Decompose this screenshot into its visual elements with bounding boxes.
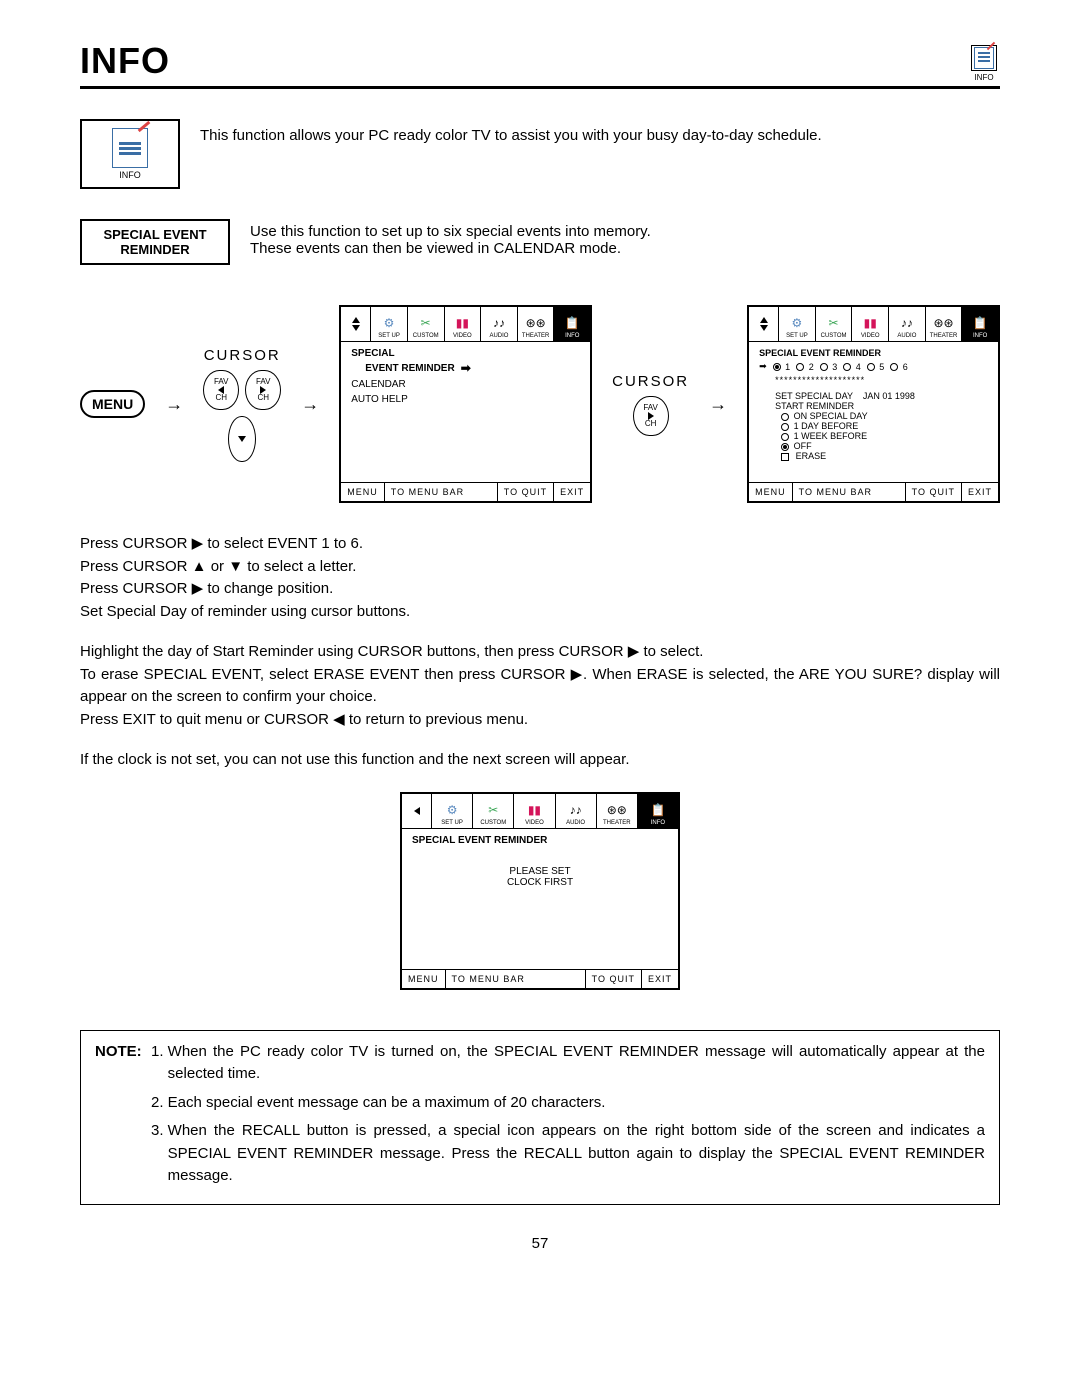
event-radio[interactable] <box>820 363 828 371</box>
audio-icon: ♪♪ <box>897 314 917 332</box>
arrow-icon: → <box>301 394 319 415</box>
menu-tab-video[interactable]: ▮▮VIDEO <box>514 794 555 828</box>
event-radio[interactable] <box>843 363 851 371</box>
nav-up-down[interactable] <box>749 307 779 341</box>
menu-tab-audio[interactable]: ♪♪AUDIO <box>889 307 926 341</box>
menu-tab-audio[interactable]: ♪♪AUDIO <box>556 794 597 828</box>
note-item: When the PC ready color TV is turned on,… <box>168 1041 985 1086</box>
diagram-row: MENU → CURSOR FAV CH FAV CH → <box>80 305 1000 503</box>
info-icon-large: INFO <box>80 119 180 189</box>
dpad-right[interactable]: FAV CH <box>245 370 281 410</box>
instructions: Press CURSOR ▶ to select EVENT 1 to 6.Pr… <box>80 533 1000 772</box>
dpad-down[interactable] <box>228 416 256 462</box>
cursor-label: CURSOR <box>612 373 689 390</box>
menu-tab-custom[interactable]: ✂CUSTOM <box>408 307 445 341</box>
audio-icon: ♪♪ <box>489 314 509 332</box>
nav-left[interactable] <box>402 794 432 828</box>
intro-text: This function allows your PC ready color… <box>200 119 822 144</box>
screen-1: ⚙SET UP✂CUSTOM▮▮VIDEO♪♪AUDIO⊛⊛THEATER📋IN… <box>339 305 592 503</box>
menu-item[interactable]: EVENT REMINDER ➡ <box>351 359 580 377</box>
note-label: NOTE: <box>95 1041 142 1194</box>
screen-3: ⚙SET UP✂CUSTOM▮▮VIDEO♪♪AUDIO⊛⊛THEATER📋IN… <box>400 792 680 990</box>
note-item: When the RECALL button is pressed, a spe… <box>168 1120 985 1188</box>
menu-tab-theater[interactable]: ⊛⊛THEATER <box>518 307 555 341</box>
dpad-right-2[interactable]: FAV CH <box>633 396 669 436</box>
page-number: 57 <box>80 1235 1000 1252</box>
note-box: NOTE: When the PC ready color TV is turn… <box>80 1030 1000 1205</box>
page-title: INFO <box>80 40 170 82</box>
menu-tab-custom[interactable]: ✂CUSTOM <box>473 794 514 828</box>
reminder-option[interactable]: OFF <box>775 441 988 451</box>
reminder-option[interactable]: ERASE <box>775 451 988 461</box>
audio-icon: ♪♪ <box>566 801 586 819</box>
event-radio[interactable] <box>773 363 781 371</box>
dpad-left[interactable]: FAV CH <box>203 370 239 410</box>
event-radio[interactable] <box>796 363 804 371</box>
menu-button[interactable]: MENU <box>80 390 145 418</box>
menu-item[interactable]: AUTO HELP <box>351 392 580 407</box>
theater-icon: ⊛⊛ <box>934 314 954 332</box>
note-item: Each special event message can be a maxi… <box>168 1092 985 1115</box>
section-label: SPECIAL EVENT REMINDER <box>80 219 230 265</box>
menu-tab-theater[interactable]: ⊛⊛THEATER <box>597 794 638 828</box>
menu-tab-audio[interactable]: ♪♪AUDIO <box>481 307 518 341</box>
menu-bar: ⚙SET UP✂CUSTOM▮▮VIDEO♪♪AUDIO⊛⊛THEATER📋IN… <box>402 794 678 829</box>
menu-tab-info[interactable]: 📋INFO <box>638 794 678 828</box>
screen-body: SPECIAL EVENT REMINDER PLEASE SET CLOCK … <box>402 829 678 969</box>
custom-icon: ✂ <box>824 314 844 332</box>
event-radio[interactable] <box>890 363 898 371</box>
screen-footer: MENU TO MENU BAR TO QUIT EXIT <box>341 482 590 501</box>
video-icon: ▮▮ <box>524 801 544 819</box>
video-icon: ▮▮ <box>860 314 880 332</box>
section-text: Use this function to set up to six speci… <box>250 219 651 257</box>
info-icon: 📋 <box>648 801 668 819</box>
menu-tab-custom[interactable]: ✂CUSTOM <box>816 307 853 341</box>
menu-item[interactable]: CALENDAR <box>351 377 580 392</box>
custom-icon: ✂ <box>416 314 436 332</box>
menu-tab-video[interactable]: ▮▮VIDEO <box>445 307 482 341</box>
menu-tab-setup[interactable]: ⚙SET UP <box>371 307 408 341</box>
arrow-icon: → <box>165 394 183 415</box>
header-icon-label: INFO <box>968 73 1000 82</box>
intro-row: INFO This function allows your PC ready … <box>80 119 1000 189</box>
center-screen-row: ⚙SET UP✂CUSTOM▮▮VIDEO♪♪AUDIO⊛⊛THEATER📋IN… <box>80 792 1000 990</box>
screen-2: ⚙SET UP✂CUSTOM▮▮VIDEO♪♪AUDIO⊛⊛THEATER📋IN… <box>747 305 1000 503</box>
setup-icon: ⚙ <box>787 314 807 332</box>
cursor-block-2: CURSOR FAV CH <box>612 373 689 436</box>
event-radio[interactable] <box>867 363 875 371</box>
setup-icon: ⚙ <box>442 801 462 819</box>
info-icon: 📋 <box>970 314 990 332</box>
theater-icon: ⊛⊛ <box>607 801 627 819</box>
reminder-option[interactable]: ON SPECIAL DAY <box>775 411 988 421</box>
nav-up-down[interactable] <box>341 307 371 341</box>
cursor-block-1: CURSOR FAV CH FAV CH <box>203 347 281 462</box>
menu-bar: ⚙SET UP✂CUSTOM▮▮VIDEO♪♪AUDIO⊛⊛THEATER📋IN… <box>749 307 998 342</box>
screen-footer: MENU TO MENU BAR TO QUIT EXIT <box>749 482 998 501</box>
info-icon-large-label: INFO <box>119 170 141 180</box>
menu-tab-theater[interactable]: ⊛⊛THEATER <box>926 307 963 341</box>
arrow-icon: → <box>709 394 727 415</box>
menu-tab-video[interactable]: ▮▮VIDEO <box>852 307 889 341</box>
reminder-option[interactable]: 1 DAY BEFORE <box>775 421 988 431</box>
cursor-label: CURSOR <box>204 347 281 364</box>
menu-tab-setup[interactable]: ⚙SET UP <box>779 307 816 341</box>
screen-body: SPECIAL EVENT REMINDER ➡ CALENDARAUTO HE… <box>341 342 590 482</box>
reminder-option[interactable]: 1 WEEK BEFORE <box>775 431 988 441</box>
section-row: SPECIAL EVENT REMINDER Use this function… <box>80 219 1000 265</box>
header-info-icon: INFO <box>968 45 1000 82</box>
menu-bar: ⚙SET UP✂CUSTOM▮▮VIDEO♪♪AUDIO⊛⊛THEATER📋IN… <box>341 307 590 342</box>
info-icon: 📋 <box>562 314 582 332</box>
video-icon: ▮▮ <box>452 314 472 332</box>
menu-tab-info[interactable]: 📋INFO <box>962 307 998 341</box>
theater-icon: ⊛⊛ <box>526 314 546 332</box>
menu-tab-info[interactable]: 📋INFO <box>554 307 590 341</box>
reminder-option: START REMINDER <box>775 401 988 411</box>
screen-footer: MENU TO MENU BAR TO QUIT EXIT <box>402 969 678 988</box>
setup-icon: ⚙ <box>379 314 399 332</box>
page-header: INFO INFO <box>80 40 1000 89</box>
screen-body: SPECIAL EVENT REMINDER ➡ 1 2 3 4 5 6 ***… <box>749 342 998 482</box>
custom-icon: ✂ <box>483 801 503 819</box>
menu-tab-setup[interactable]: ⚙SET UP <box>432 794 473 828</box>
